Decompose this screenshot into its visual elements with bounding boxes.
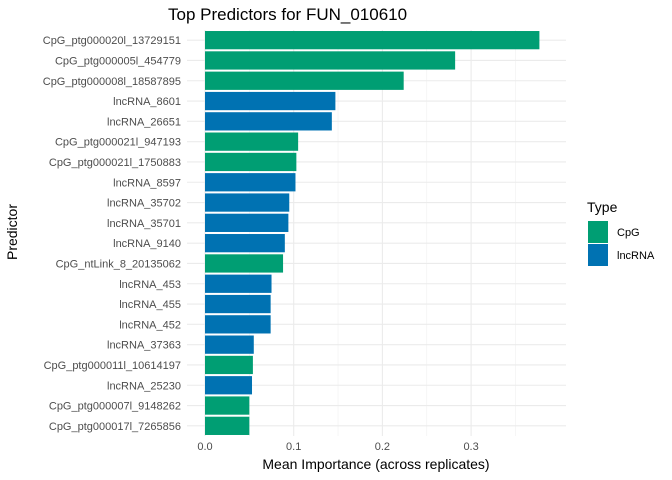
bar-CpG_ptg000017l_7265856 xyxy=(205,416,250,435)
x-tick-labels: 0.0 0.1 0.2 0.3 xyxy=(197,441,478,453)
y-tick-label: CpG_ptg000020l_13729151 xyxy=(43,35,181,47)
legend-label: lncRNA xyxy=(617,250,655,262)
y-tick-labels: CpG_ptg000020l_13729151 CpG_ptg000005l_45… xyxy=(43,35,181,433)
bar-CpG_ptg000008l_18587895 xyxy=(205,71,404,90)
bar-lncRNA_8597 xyxy=(205,173,296,192)
y-tick-label: lncRNA_453 xyxy=(119,279,181,291)
y-tick-label: CpG_ptg000021l_1750883 xyxy=(49,157,181,169)
x-tick-label: 0.0 xyxy=(197,441,212,453)
bar-lncRNA_453 xyxy=(205,274,272,293)
bar-CpG_ptg000011l_10614197 xyxy=(205,355,253,375)
y-tick-label: lncRNA_455 xyxy=(119,299,181,311)
legend-swatch-lncRNA xyxy=(588,244,608,266)
y-tick-label: lncRNA_9140 xyxy=(113,238,181,250)
y-tick-label: lncRNA_26651 xyxy=(107,116,181,128)
legend: Type CpG lncRNA xyxy=(587,199,655,266)
y-tick-label: CpG_ptg000011l_10614197 xyxy=(44,360,181,372)
bar-lncRNA_9140 xyxy=(205,234,285,253)
y-tick-label: lncRNA_35701 xyxy=(107,218,181,230)
bar-lncRNA_452 xyxy=(205,315,271,334)
bar-CpG_ptg000007l_9148262 xyxy=(205,396,250,415)
y-tick-label: lncRNA_452 xyxy=(119,319,181,331)
y-tick-label: CpG_ntLink_8_20135062 xyxy=(56,258,181,270)
x-tick-label: 0.1 xyxy=(286,441,301,453)
chart-title: Top Predictors for FUN_010610 xyxy=(168,5,407,24)
y-tick-label: lncRNA_37363 xyxy=(107,340,181,352)
x-tick-label: 0.3 xyxy=(463,441,478,453)
y-tick-label: lncRNA_25230 xyxy=(107,380,181,392)
bars xyxy=(205,31,540,435)
legend-title: Type xyxy=(587,199,618,215)
y-tick-label: lncRNA_8601 xyxy=(113,96,181,108)
bar-lncRNA_35701 xyxy=(205,213,289,232)
y-tick-label: CpG_ptg000005l_454779 xyxy=(55,55,181,67)
legend-label: CpG xyxy=(617,227,640,239)
bar-CpG_ptg000005l_454779 xyxy=(205,51,456,70)
y-tick-label: CpG_ptg000008l_18587895 xyxy=(43,76,181,88)
bar-CpG_ptg000020l_13729151 xyxy=(205,31,540,50)
bar-CpG_ptg000021l_1750883 xyxy=(205,152,297,172)
bar-lncRNA_455 xyxy=(205,294,271,314)
bar-CpG_ptg000021l_947193 xyxy=(205,132,299,151)
legend-swatch-CpG xyxy=(588,221,608,243)
bar-lncRNA_37363 xyxy=(205,335,254,354)
y-tick-label: CpG_ptg000017l_7265856 xyxy=(49,421,181,433)
legend-entries: CpG lncRNA xyxy=(588,221,655,266)
bar-CpG_ntLink_8_20135062 xyxy=(205,254,284,273)
bar-lncRNA_25230 xyxy=(205,376,253,395)
bar-lncRNA_35702 xyxy=(205,193,290,212)
bar-lncRNA_8601 xyxy=(205,91,336,111)
bar-lncRNA_26651 xyxy=(205,112,332,131)
y-tick-label: lncRNA_8597 xyxy=(113,177,181,189)
x-tick-label: 0.2 xyxy=(375,441,390,453)
y-tick-label: CpG_ptg000007l_9148262 xyxy=(49,401,181,413)
x-axis-label: Mean Importance (across replicates) xyxy=(262,456,489,472)
y-axis-label: Predictor xyxy=(4,204,20,260)
y-tick-label: lncRNA_35702 xyxy=(107,198,181,210)
y-tick-label: CpG_ptg000021l_947193 xyxy=(55,137,181,149)
